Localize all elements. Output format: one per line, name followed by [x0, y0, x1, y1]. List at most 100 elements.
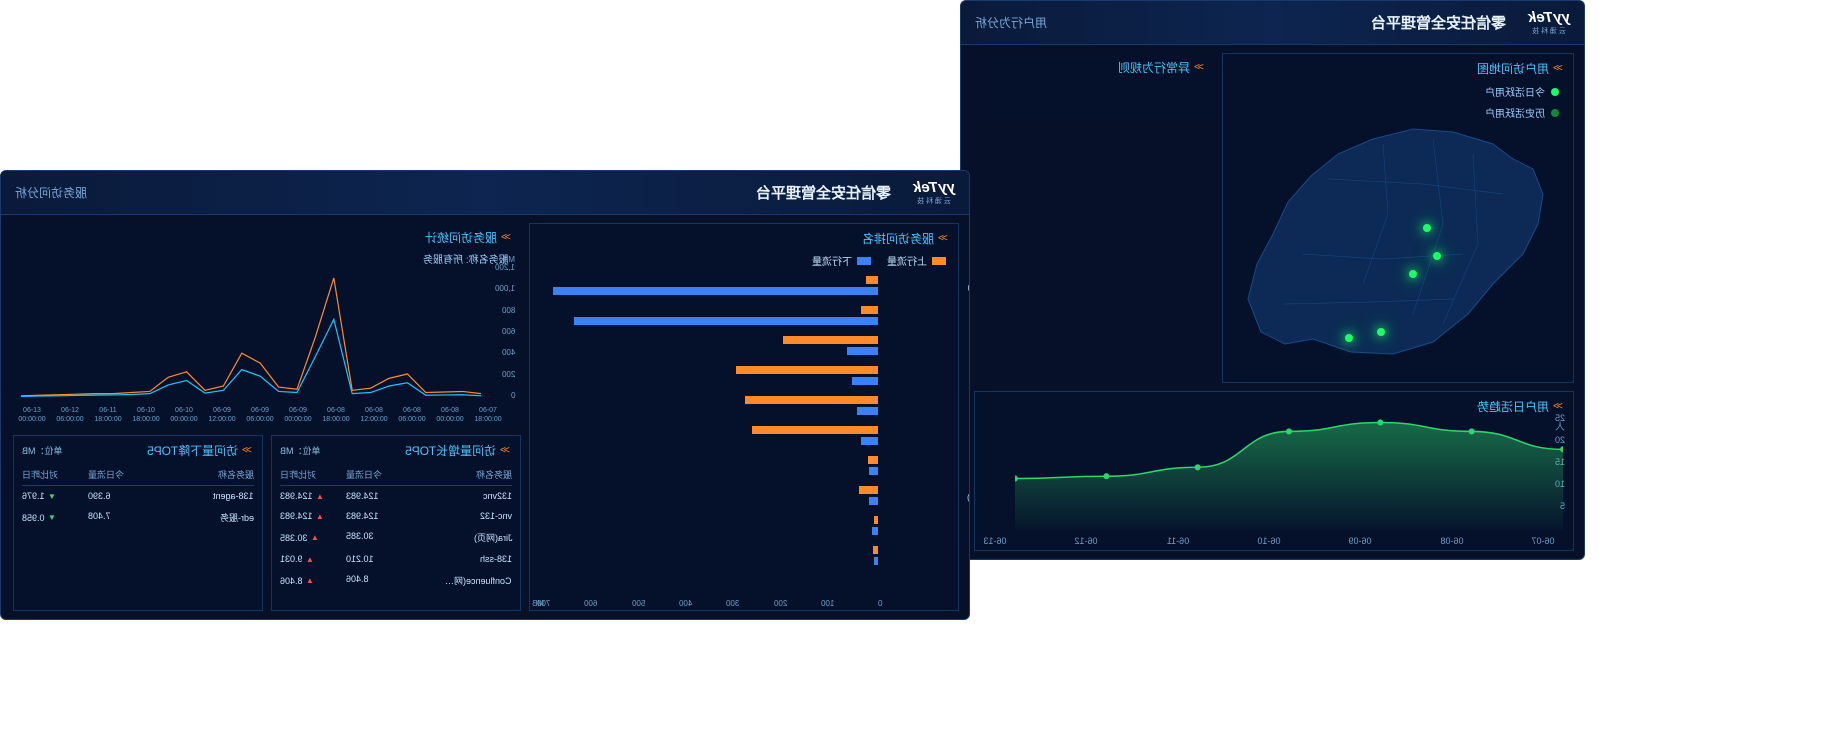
- brand-logo: yyTek 云 涌 科 技: [1528, 9, 1570, 36]
- rank-row: 禅道: [568, 544, 948, 568]
- rank-bar-down: [852, 377, 878, 385]
- window-subtitle: 服务访问分析: [15, 184, 87, 201]
- stat-ytick: 800: [502, 306, 515, 315]
- area-xtick: 06-09: [1340, 536, 1380, 546]
- table-row: vnc-132 124.983 124.983▲: [280, 506, 512, 526]
- map-active-dot: [1409, 270, 1417, 278]
- stat-ytick: 600: [502, 327, 515, 336]
- area-xtick: 06-13: [975, 536, 1015, 546]
- legend-item-up: 上行流量: [887, 253, 946, 268]
- rank-row-label: 117-console: [952, 430, 970, 440]
- stat-ytick: 1,200: [495, 263, 515, 272]
- legend-swatch: [857, 257, 871, 265]
- rank-row: chanywx: [568, 514, 948, 538]
- rank-xtick: 600: [584, 599, 597, 608]
- chevron-icon: >>: [503, 232, 511, 243]
- unit-label: 单位：MB: [22, 444, 63, 457]
- area-xtick: 06-08: [1432, 536, 1472, 546]
- table-row: 132vnc 124.983 124.983▲: [280, 486, 512, 506]
- rank-x-unit: MB: [532, 599, 544, 608]
- panel-title-map: >> 用户访问地图: [1223, 54, 1573, 83]
- rank-row-label: 179-运维: [952, 460, 970, 473]
- chevron-icon: >>: [244, 445, 252, 456]
- area-chart[interactable]: [1015, 418, 1563, 530]
- brand-name: yyTek: [1528, 9, 1570, 26]
- rank-bar-down: [874, 557, 878, 565]
- rank-legend: 上行流量 下行流量: [530, 253, 958, 272]
- rank-row-label: 禅道: [952, 550, 970, 563]
- china-map[interactable]: [1233, 84, 1563, 374]
- panel-title-stat: >> 服务访问统计: [11, 223, 521, 252]
- panel-title-area: >> 用户日活趋势: [975, 392, 1573, 421]
- table-row: Jira(网页) 30.385 30.385▲: [280, 526, 512, 549]
- rank-bar-up: [736, 366, 878, 374]
- chevron-icon: >>: [940, 233, 948, 244]
- rank-bar-up: [859, 486, 878, 494]
- rank-chart-area[interactable]: Jenkins(网页) jsktest edr-服务 117-dev ssh-1…: [540, 274, 948, 592]
- rank-bar-up: [868, 456, 878, 464]
- panel-top-decrease: >> 访问量下降TOP5 单位：MB 服务名称 今日流量 对比昨日 138-ag…: [13, 435, 263, 611]
- rank-row: Jenkins(网页): [568, 274, 948, 298]
- rank-row: ssh-117: [568, 394, 948, 418]
- rank-xtick: 400: [679, 599, 692, 608]
- panel-title-behav: >> 异常行为规则: [982, 53, 1214, 82]
- map-active-dot: [1433, 252, 1441, 260]
- rank-bar-up: [861, 306, 878, 314]
- stat-ytick: 0: [511, 391, 515, 400]
- rank-bar-up: [874, 516, 878, 524]
- rank-bar-down: [861, 437, 878, 445]
- rank-row-label: 117-dev: [952, 370, 970, 380]
- arrow-up-icon: ▲: [316, 492, 324, 501]
- arrow-down-icon: ▼: [48, 513, 56, 522]
- arrow-up-icon: ▲: [311, 533, 319, 542]
- table-row: 138-ssh 10.210 9.031▲: [280, 549, 512, 569]
- arrow-down-icon: ▼: [48, 492, 56, 501]
- chevron-icon: >>: [1196, 62, 1204, 73]
- panel-access-map: >> 用户访问地图 今日活跃用户 历史活跃用户: [1222, 53, 1574, 383]
- rank-bar-up: [866, 276, 878, 284]
- panel-dau-trend: >> 用户日活趋势 人 510152025 06-0706-0806-0906-…: [974, 391, 1574, 551]
- rank-xtick: 300: [726, 599, 739, 608]
- rank-bar-down: [847, 347, 878, 355]
- window-title: 零信任安全管理平台: [756, 182, 891, 203]
- rank-bar-up: [745, 396, 878, 404]
- table-head: 服务名称 今日流量 对比昨日: [280, 464, 512, 486]
- rank-row: 117-console: [568, 424, 948, 448]
- window-service-access: yyTek 云 涌 科 技 零信任安全管理平台 服务访问分析 >> 服务访问排名…: [0, 170, 970, 620]
- stat-ytick: 200: [502, 370, 515, 379]
- rank-row-label: ssh-117: [952, 400, 970, 410]
- rank-row: jsktest: [568, 304, 948, 328]
- table-head: 服务名称 今日流量 对比昨日: [22, 464, 254, 486]
- stat-ytick: 1,000: [495, 284, 515, 293]
- window-subtitle: 用户行为分析: [975, 14, 1047, 31]
- panel-service-stat: >> 服务访问统计 服务名称: 所有服务 MB 02004006008001,0…: [11, 223, 521, 428]
- stat-ytick: 400: [502, 348, 515, 357]
- rank-row-label: jsktest: [952, 310, 970, 320]
- top1-table: 服务名称 今日流量 对比昨日 132vnc 124.983 124.983▲ v…: [280, 464, 512, 592]
- rank-bar-up: [783, 336, 878, 344]
- window-user-behavior: yyTek 云 涌 科 技 零信任安全管理平台 用户行为分析 >> 用户访问地图…: [960, 0, 1585, 560]
- rank-row: 138-edr(网页): [568, 484, 948, 508]
- titlebar-front: yyTek 云 涌 科 技 零信任安全管理平台 服务访问分析: [1, 171, 969, 215]
- legend-swatch: [932, 257, 946, 265]
- map-active-dot: [1423, 224, 1431, 232]
- stat-xtick: 06-1300:00:00: [7, 407, 57, 424]
- rank-row-label: 138-edr(网页): [952, 490, 970, 503]
- rank-bar-up: [752, 426, 878, 434]
- panel-abnormal-rules: >> 异常行为规则: [982, 53, 1214, 123]
- area-xtick: 06-11: [1158, 536, 1198, 546]
- top2-table: 服务名称 今日流量 对比昨日 138-agent 6.390 1.976▼ ed…: [22, 464, 254, 529]
- panel-service-rank: >> 服务访问排名 上行流量 下行流量 Jenkins(网页) jsktest …: [529, 223, 959, 611]
- stat-line-chart[interactable]: [21, 267, 481, 398]
- area-xtick: 06-10: [1249, 536, 1289, 546]
- rank-row: 117-dev: [568, 364, 948, 388]
- table-row: 138-agent 6.390 1.976▼: [22, 486, 254, 506]
- area-xtick: 06-07: [1523, 536, 1563, 546]
- rank-bar-down: [872, 527, 878, 535]
- rank-row-label: edr-服务: [952, 340, 970, 353]
- rank-xtick: 500: [632, 599, 645, 608]
- window-body-back: >> 用户访问地图 今日活跃用户 历史活跃用户 >> 异常行为规则: [961, 45, 1584, 559]
- rank-row-label: Jenkins(网页): [952, 280, 970, 293]
- rank-bar-down: [857, 407, 878, 415]
- chevron-icon: >>: [502, 445, 510, 456]
